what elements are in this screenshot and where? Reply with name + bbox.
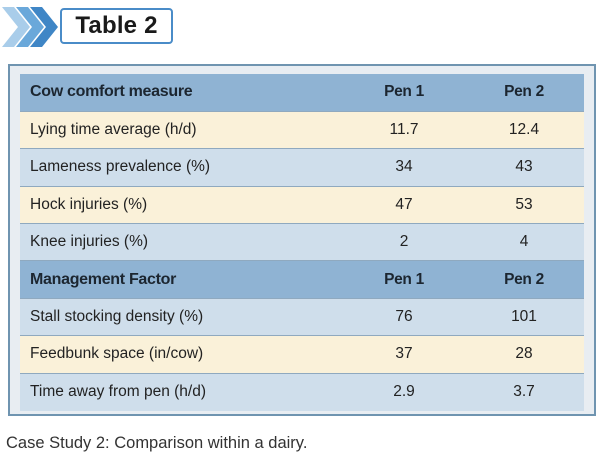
- pen1-value: 11.7: [344, 111, 464, 150]
- column-header-pen1: Pen 1: [344, 74, 464, 112]
- pen2-value: 28: [464, 335, 584, 374]
- table-title: Table 2: [75, 12, 158, 39]
- section-header-label: Cow comfort measure: [20, 74, 344, 112]
- table-frame: Cow comfort measure Pen 1 Pen 2 Lying ti…: [8, 64, 596, 416]
- column-header-pen2: Pen 2: [464, 74, 584, 112]
- table-row: Hock injuries (%) 47 53: [20, 186, 584, 225]
- row-label: Time away from pen (h/d): [20, 373, 344, 411]
- row-label: Feedbunk space (in/cow): [20, 335, 344, 374]
- table-row: Lying time average (h/d) 11.7 12.4: [20, 111, 584, 150]
- chevron-3-icon: [30, 7, 58, 47]
- pen1-value: 47: [344, 186, 464, 225]
- column-header-pen2: Pen 2: [464, 260, 584, 299]
- title-box: Table 2: [60, 8, 173, 44]
- chevron-2-icon: [16, 7, 44, 47]
- header: Table 2: [0, 0, 610, 50]
- pen1-value: 2.9: [344, 373, 464, 411]
- row-label: Lying time average (h/d): [20, 111, 344, 150]
- row-label: Stall stocking density (%): [20, 298, 344, 337]
- section-header-row: Management Factor Pen 1 Pen 2: [20, 260, 584, 299]
- pen2-value: 43: [464, 148, 584, 187]
- table-row: Time away from pen (h/d) 2.9 3.7: [20, 373, 584, 411]
- chevron-1-icon: [2, 7, 30, 47]
- table-row: Knee injuries (%) 2 4: [20, 223, 584, 262]
- section-header-label: Management Factor: [20, 260, 344, 299]
- table-row: Lameness prevalence (%) 34 43: [20, 148, 584, 187]
- data-table: Cow comfort measure Pen 1 Pen 2 Lying ti…: [20, 74, 584, 411]
- pen1-value: 76: [344, 298, 464, 337]
- pen2-value: 12.4: [464, 111, 584, 150]
- row-label: Hock injuries (%): [20, 186, 344, 225]
- pen1-value: 2: [344, 223, 464, 262]
- pen1-value: 37: [344, 335, 464, 374]
- row-label: Lameness prevalence (%): [20, 148, 344, 187]
- figure-caption: Case Study 2: Comparison within a dairy.: [6, 434, 308, 452]
- pen2-value: 101: [464, 298, 584, 337]
- row-label: Knee injuries (%): [20, 223, 344, 262]
- pen2-value: 53: [464, 186, 584, 225]
- table-row: Stall stocking density (%) 76 101: [20, 298, 584, 337]
- column-header-pen1: Pen 1: [344, 260, 464, 299]
- chevron-arrows-icon: [2, 7, 58, 47]
- pen2-value: 4: [464, 223, 584, 262]
- pen1-value: 34: [344, 148, 464, 187]
- pen2-value: 3.7: [464, 373, 584, 411]
- section-header-row: Cow comfort measure Pen 1 Pen 2: [20, 74, 584, 112]
- table-row: Feedbunk space (in/cow) 37 28: [20, 335, 584, 374]
